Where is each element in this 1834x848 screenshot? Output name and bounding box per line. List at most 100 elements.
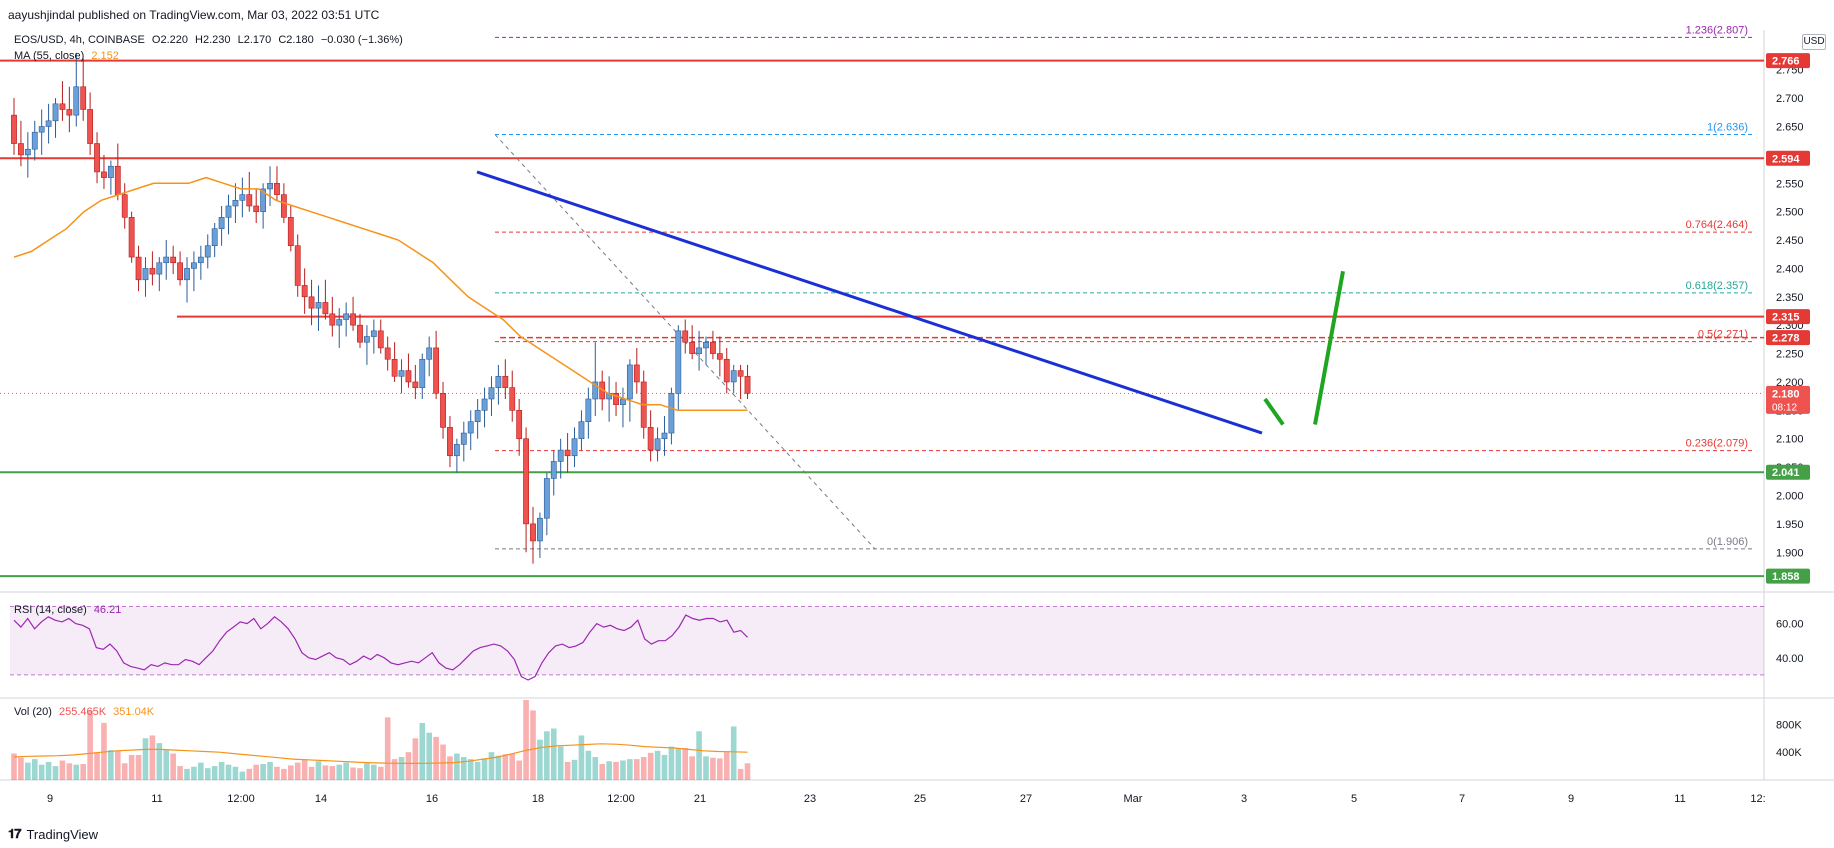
candle-body <box>488 387 495 400</box>
volume-bar <box>689 756 695 780</box>
tradingview-brand[interactable]: 𝟏𝟕 TradingView <box>8 826 98 842</box>
candle-body <box>322 302 329 315</box>
candle-body <box>52 103 59 122</box>
time-tick-label: 9 <box>47 793 53 805</box>
time-tick-label: 12:00 <box>227 793 255 805</box>
candle-body <box>301 285 308 298</box>
volume-bar <box>426 732 432 780</box>
candle-body <box>744 375 751 394</box>
time-tick-label: 18 <box>532 793 544 805</box>
volume-bar <box>288 765 294 780</box>
price-tick-label: 2.550 <box>1776 178 1804 190</box>
candle-body <box>218 217 225 229</box>
volume-bar <box>723 752 730 780</box>
fib-level-label: 0.764(2.464) <box>1686 219 1748 231</box>
volume-bar <box>135 754 142 780</box>
volume-bar <box>246 768 253 780</box>
volume-bar <box>730 726 737 780</box>
candle-body <box>211 228 218 247</box>
candle-body <box>163 256 170 264</box>
volume-bar <box>461 757 467 780</box>
candle-body <box>204 245 211 258</box>
candle-body <box>329 313 336 326</box>
candle-body <box>626 364 633 400</box>
volume-bar <box>412 738 419 780</box>
high-value: H2.230 <box>195 34 231 46</box>
price-label-text: 2.180 <box>1772 388 1800 400</box>
currency-button[interactable]: USD <box>1802 34 1826 50</box>
candle-body <box>239 194 246 201</box>
volume-bar <box>585 750 592 780</box>
candle-body <box>523 438 529 525</box>
candle-body <box>467 421 474 434</box>
candle-body <box>502 375 509 388</box>
candle-body <box>730 370 737 383</box>
volume-bar <box>398 757 405 780</box>
rsi-label: RSI (14, close) <box>14 604 87 616</box>
volume-bar <box>329 766 336 780</box>
fib-level-label: 1.236(2.807) <box>1686 24 1748 36</box>
volume-bar <box>627 759 633 780</box>
candle-body <box>135 256 142 281</box>
price-tick-label: 2.000 <box>1776 490 1804 502</box>
volume-bar <box>177 766 183 780</box>
volume-bar <box>467 759 474 780</box>
candle-body <box>170 256 177 264</box>
volume-bar <box>509 753 516 780</box>
fib-level-label: 0(1.906) <box>1707 536 1748 548</box>
candle-body <box>197 256 204 264</box>
candle-body <box>433 347 440 394</box>
volume-bar <box>94 752 100 780</box>
time-tick-label: 16 <box>426 793 438 805</box>
candle-body <box>280 194 287 218</box>
volume-bar <box>253 764 259 780</box>
volume-bar <box>357 768 363 780</box>
volume-label: Vol (20) <box>14 706 52 718</box>
price-label-box <box>1766 464 1810 480</box>
countdown-label: 08:12 <box>1772 402 1797 413</box>
volume-bar <box>537 739 543 780</box>
volume-bar <box>447 756 453 780</box>
candle-body <box>474 410 481 422</box>
volume-bar <box>557 746 564 780</box>
candle-body <box>654 438 661 451</box>
volume-value-2: 351.04K <box>113 706 155 718</box>
volume-bar <box>260 764 266 780</box>
candle-body <box>232 200 239 207</box>
volume-bar <box>634 759 640 780</box>
volume-bar <box>274 766 280 780</box>
candle-body <box>114 165 121 195</box>
candle-body <box>336 319 343 326</box>
volume-bar <box>495 755 502 780</box>
price-label-text: 2.766 <box>1772 56 1800 68</box>
candle-body <box>723 358 730 383</box>
volume-bar <box>52 766 59 780</box>
time-tick-label: 7 <box>1459 793 1465 805</box>
volume-bar <box>31 759 38 780</box>
candle-body <box>225 205 232 218</box>
time-tick-label: 12: <box>1750 793 1765 805</box>
volume-bar <box>121 763 128 780</box>
candle-body <box>412 381 419 388</box>
candle-body <box>177 262 183 281</box>
candle-body <box>419 358 426 388</box>
rsi-band <box>10 606 1764 675</box>
candle-body <box>647 427 654 451</box>
volume-bar <box>156 743 163 780</box>
volume-bar <box>281 768 287 780</box>
candle-body <box>267 182 273 190</box>
volume-bar <box>184 768 190 780</box>
candle-body <box>620 398 626 405</box>
volume-bar <box>239 771 246 780</box>
projection-dip <box>1263 397 1285 426</box>
time-tick-label: 12:00 <box>607 793 635 805</box>
volume-bar <box>301 759 308 780</box>
candle-body <box>557 449 564 462</box>
candle-body <box>156 262 163 275</box>
volume-bar <box>128 754 135 780</box>
volume-bar <box>384 717 391 780</box>
ma-legend: MA (55, close) 2.152 <box>14 50 123 62</box>
candle-body <box>80 86 87 110</box>
